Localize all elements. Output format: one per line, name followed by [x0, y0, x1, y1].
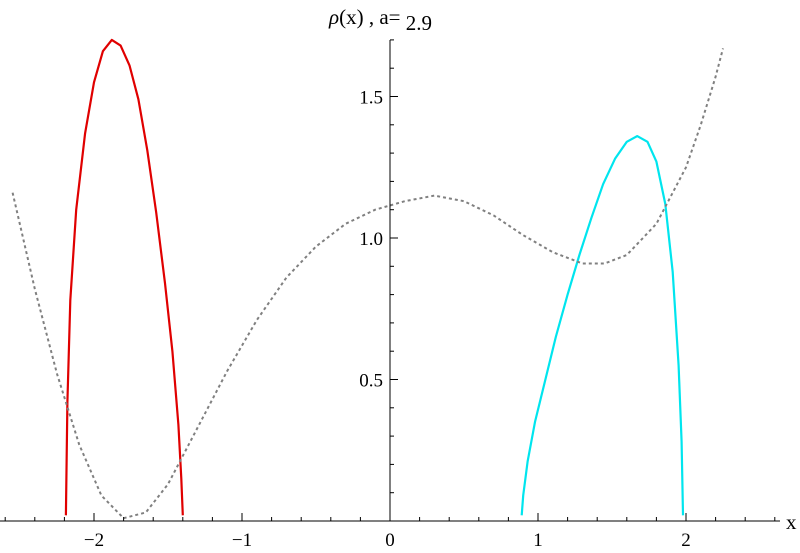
x-tick-label: −2: [84, 530, 104, 551]
x-tick-label: −1: [232, 530, 252, 551]
x-tick-label: 1: [533, 530, 543, 551]
y-tick-label: 0.5: [359, 371, 383, 392]
chart-title: ρ(x) , a= 2.9: [328, 5, 432, 35]
tick-layer: −2 −1 0 1 2 0.5 1.0 1.5: [4, 39, 776, 551]
y-tick-label: 1.0: [359, 229, 383, 250]
y-tick-label: 1.5: [359, 88, 383, 109]
series-line-2: [520, 135, 685, 516]
x-axis-label: x: [786, 510, 797, 534]
axes-layer: [0, 40, 780, 522]
x-tick-label: 0: [385, 530, 395, 551]
series-layer: [11, 38, 724, 520]
x-tick-label: 2: [681, 530, 691, 551]
series-line-1: [64, 38, 184, 516]
series-line-3: [11, 48, 724, 520]
